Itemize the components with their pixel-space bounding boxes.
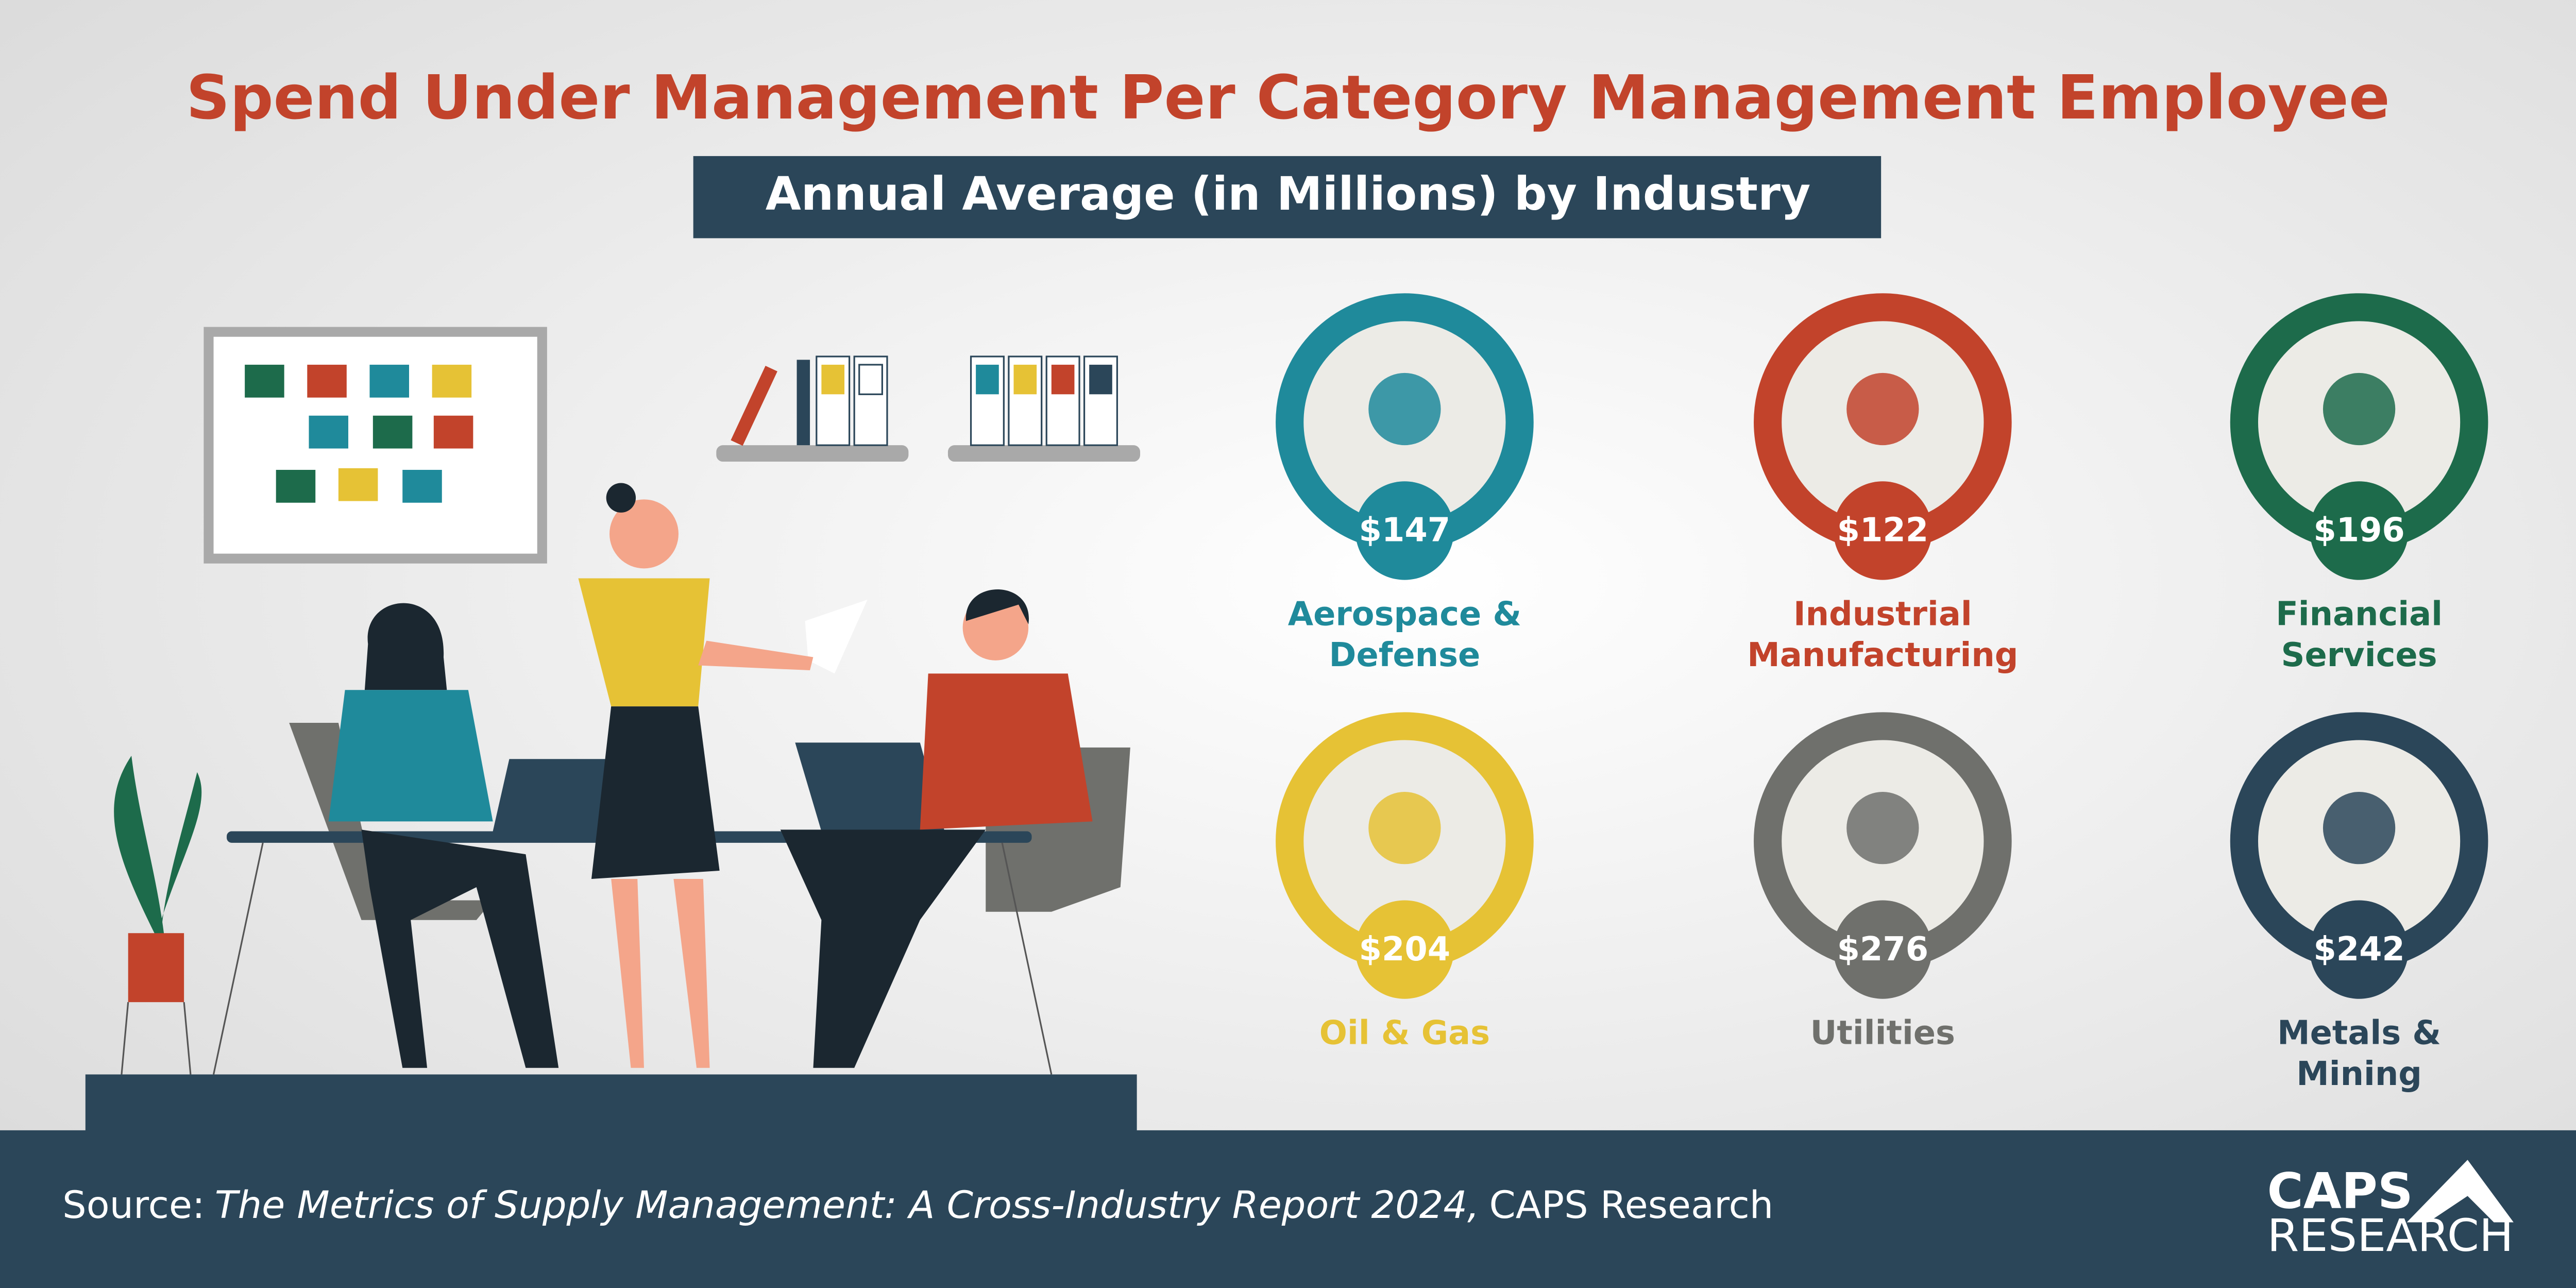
decoration [328, 690, 493, 822]
subtitle: Annual Average (in Millions) by Industry [766, 167, 1811, 221]
icon [1368, 791, 1441, 865]
decoration [338, 468, 378, 501]
plant [114, 755, 202, 1075]
shelf [716, 445, 909, 462]
value-label: $276 [1837, 930, 1928, 969]
icon [2323, 791, 2396, 865]
decoration [309, 415, 349, 449]
notes [245, 364, 473, 503]
decoration [609, 499, 679, 569]
decoration [731, 365, 777, 446]
footer-bar [0, 1130, 2576, 1288]
decoration [965, 589, 1029, 624]
decoration [121, 1002, 129, 1075]
decoration [606, 483, 636, 513]
logo-bottom: RESEARCH [2267, 1210, 2514, 1262]
industry-name: Industrial [1793, 595, 1972, 633]
decoration [372, 415, 413, 449]
person-right [780, 589, 1093, 1068]
source-suffix: CAPS Research [1489, 1183, 1774, 1227]
decoration [1089, 364, 1112, 395]
icon [1846, 791, 1919, 865]
value-label: $204 [1359, 930, 1450, 969]
industry-card: $242 Metals &Mining [2230, 712, 2488, 1093]
decoration [245, 364, 284, 398]
industry-name: Services [2281, 636, 2437, 674]
decoration [920, 673, 1093, 830]
industry-name: Defense [1329, 636, 1481, 674]
value-label: $122 [1837, 512, 1928, 550]
decoration [128, 933, 184, 1003]
value-badge [1355, 481, 1454, 580]
decoration [1001, 842, 1053, 1075]
decoration [805, 599, 868, 674]
industry-name: Financial [2276, 595, 2443, 633]
value-label: $147 [1359, 512, 1450, 550]
icon [1368, 372, 1441, 446]
industry-card: $276 Utilities [1754, 712, 2012, 1053]
shelf [947, 445, 1141, 462]
illustration [85, 327, 1141, 1134]
source-prefix: Source: [62, 1183, 205, 1227]
industry-name: Manufacturing [1747, 636, 2018, 674]
binders [731, 355, 1118, 446]
decoration [780, 829, 986, 1068]
icon [2323, 372, 2396, 446]
value-badge [1833, 481, 1932, 580]
decoration [433, 415, 473, 449]
decoration [156, 772, 202, 937]
decoration [369, 364, 410, 398]
decoration [361, 829, 559, 1068]
industry-card: $204 Oil & Gas [1276, 712, 1534, 1053]
decoration [276, 469, 316, 503]
industry-name: Aerospace & [1288, 595, 1521, 633]
decoration [402, 469, 442, 503]
decoration [183, 1002, 192, 1075]
value-label: $196 [2313, 512, 2404, 550]
logo-top: CAPS [2267, 1162, 2413, 1220]
decoration [1051, 364, 1075, 395]
decoration [307, 364, 347, 398]
icon [1846, 372, 1919, 446]
value-badge [2310, 900, 2409, 999]
industry-name: Oil & Gas [1319, 1014, 1490, 1052]
source: Source: The Metrics of Supply Management:… [62, 1183, 1773, 1227]
decoration [578, 578, 710, 707]
decoration [114, 755, 164, 937]
decoration [795, 742, 945, 832]
person-left [328, 603, 559, 1068]
value-badge [1833, 900, 1932, 999]
industry-name: Metals & [2277, 1014, 2441, 1052]
decoration [976, 364, 999, 395]
decoration [698, 640, 814, 671]
value-badge [2310, 481, 2409, 580]
source-title: The Metrics of Supply Management: A Cros… [215, 1183, 1480, 1227]
decoration [796, 360, 810, 446]
title: Spend Under Management Per Category Mana… [186, 62, 2390, 133]
decoration [212, 842, 264, 1075]
decoration [821, 364, 845, 395]
decoration [1013, 364, 1037, 395]
decoration [432, 364, 472, 398]
decoration [611, 878, 710, 1068]
decoration [364, 603, 447, 690]
stage [85, 1074, 1137, 1134]
decoration [493, 759, 628, 832]
industry-name: Mining [2296, 1055, 2422, 1093]
subtitle-banner [693, 156, 1882, 239]
industry-card: $147 Aerospace &Defense [1276, 293, 1534, 674]
industry-grid: $147 Aerospace &Defense $122 IndustrialManu… [1276, 293, 2488, 1093]
industry-name: Utilities [1810, 1014, 1955, 1052]
value-label: $242 [2313, 930, 2404, 969]
decoration [591, 706, 720, 879]
value-badge [1355, 900, 1454, 999]
logo-mountain [2406, 1160, 2514, 1223]
person-center [578, 483, 868, 1068]
decoration [858, 364, 883, 395]
